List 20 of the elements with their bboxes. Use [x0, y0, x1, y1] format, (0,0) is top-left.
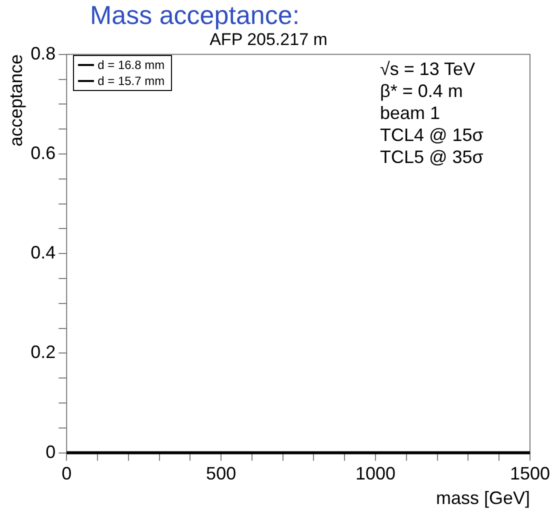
- chart-title: Mass acceptance:: [89, 0, 301, 30]
- x-tick-label: 1000: [356, 464, 396, 484]
- x-tick-label: 1500: [510, 464, 550, 484]
- annotation: TCL4 @ 15σ: [380, 124, 484, 146]
- y-tick-label: 0.8: [30, 43, 56, 64]
- annotation: beam 1: [380, 102, 442, 124]
- y-axis-title: acceptance: [6, 54, 26, 146]
- x-axis-title: mass [GeV]: [436, 488, 530, 508]
- legend-label: d = 15.7 mm: [98, 73, 165, 90]
- x-tick-label: 500: [206, 464, 236, 484]
- annotation: √s = 13 TeV: [380, 58, 476, 80]
- y-tick-label: 0: [46, 442, 56, 462]
- annotation: β* = 0.4 m: [380, 80, 464, 102]
- y-tick-label: 0.6: [30, 142, 56, 163]
- y-tick-label: 0.2: [30, 342, 56, 362]
- legend-label: d = 16.8 mm: [98, 57, 165, 74]
- chart-subtitle: AFP 205.217 m: [210, 30, 328, 49]
- x-tick-label: 0: [62, 464, 72, 484]
- annotation: TCL5 @ 35σ: [380, 146, 484, 168]
- y-tick-label: 0.4: [30, 242, 56, 263]
